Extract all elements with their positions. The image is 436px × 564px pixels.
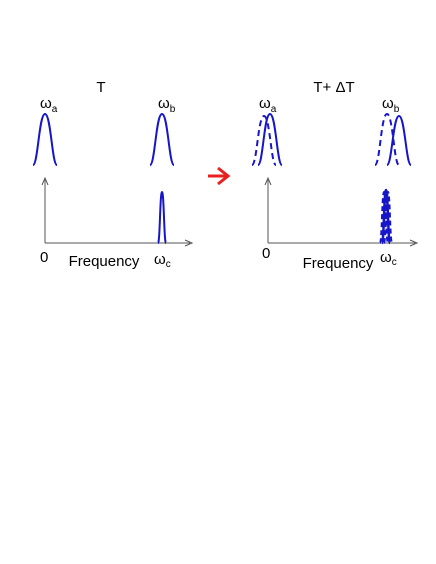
- right-omega-c-label: ωc: [380, 249, 397, 268]
- left-peak-a: [32, 112, 58, 166]
- right-peak-c-dashed-left: [379, 190, 389, 244]
- left-omega-c-label: ωc: [154, 251, 171, 270]
- right-panel: T+ ΔT ωa ωb 0 Frequency ωc: [251, 79, 419, 272]
- right-x-axis-label: Frequency: [303, 255, 374, 272]
- right-peak-b-shifted: [386, 114, 412, 166]
- left-y-arrowhead: [41, 176, 49, 186]
- right-peak-b-original-dashed: [374, 112, 400, 166]
- left-omega-b-label: ωb: [158, 95, 176, 115]
- right-title: T+ ΔT: [313, 79, 354, 96]
- transition-arrow: [208, 166, 231, 186]
- left-panel: T ωa ωb 0 Frequency ωc: [32, 79, 194, 270]
- left-x-arrowhead: [184, 239, 194, 247]
- left-omega-a-label: ωa: [40, 95, 58, 115]
- right-peak-a-original-dashed: [251, 114, 277, 166]
- right-peak-c-solid: [380, 188, 392, 245]
- left-title: T: [96, 79, 105, 96]
- left-x-axis-label: Frequency: [69, 253, 140, 270]
- right-origin-label: 0: [262, 245, 270, 262]
- left-peak-b: [149, 112, 175, 166]
- right-x-arrowhead: [409, 239, 419, 247]
- right-omega-a-label: ωa: [259, 95, 277, 115]
- left-peak-c: [157, 190, 167, 244]
- right-peak-a-shifted: [257, 112, 283, 166]
- left-origin-label: 0: [40, 249, 48, 266]
- right-omega-b-label: ωb: [382, 95, 400, 115]
- right-y-arrowhead: [264, 176, 272, 186]
- right-peak-c-dashed-right: [383, 190, 393, 244]
